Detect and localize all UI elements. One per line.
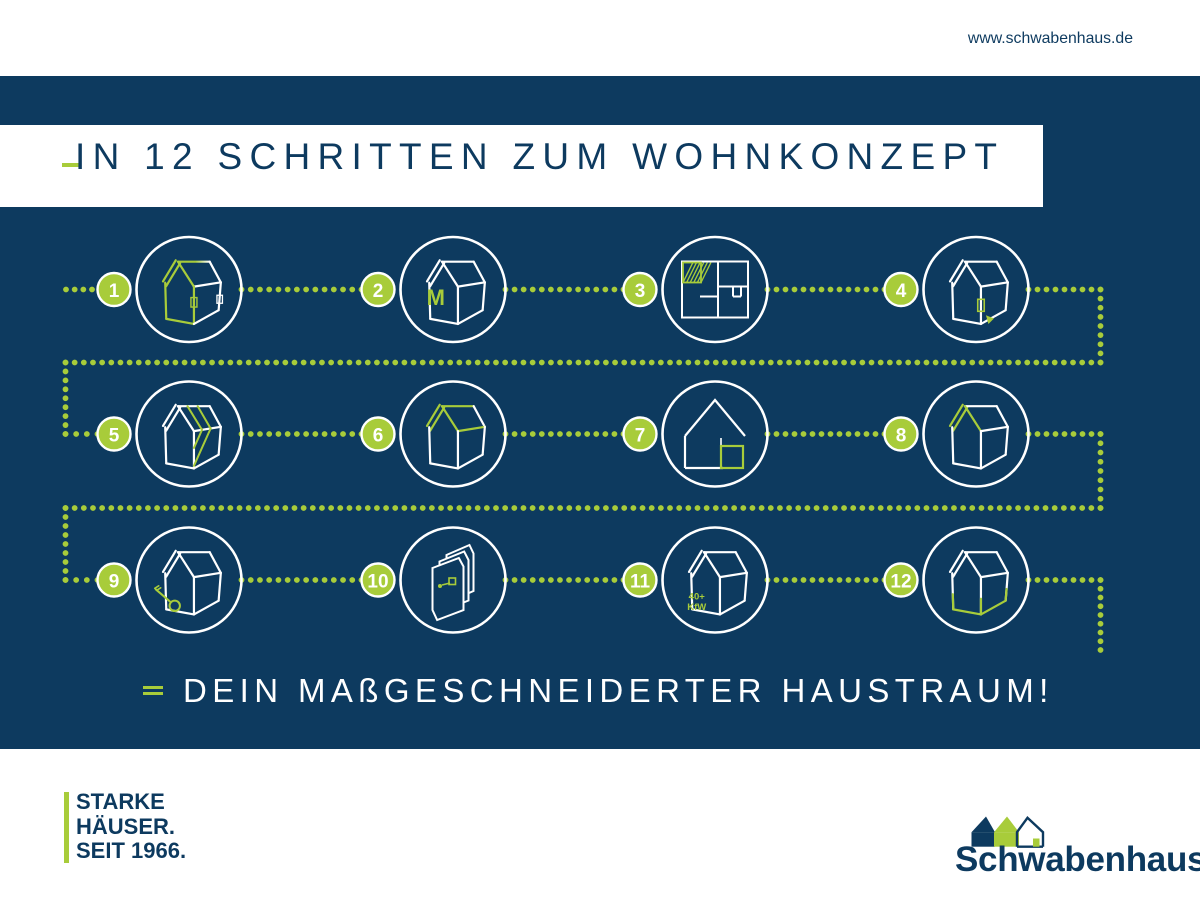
svg-text:KfW: KfW [687,602,706,613]
svg-text:40+: 40+ [689,591,706,602]
svg-text:M: M [427,285,445,310]
svg-text:4: 4 [896,281,907,302]
svg-text:9: 9 [109,572,120,593]
svg-text:3: 3 [635,281,646,302]
svg-text:10: 10 [367,572,388,593]
svg-text:12: 12 [890,572,911,593]
svg-text:1: 1 [109,281,120,302]
svg-text:2: 2 [373,281,384,302]
svg-text:7: 7 [635,426,646,447]
svg-text:6: 6 [373,426,384,447]
svg-text:5: 5 [109,426,120,447]
svg-text:11: 11 [630,572,651,593]
svg-text:8: 8 [896,426,907,447]
